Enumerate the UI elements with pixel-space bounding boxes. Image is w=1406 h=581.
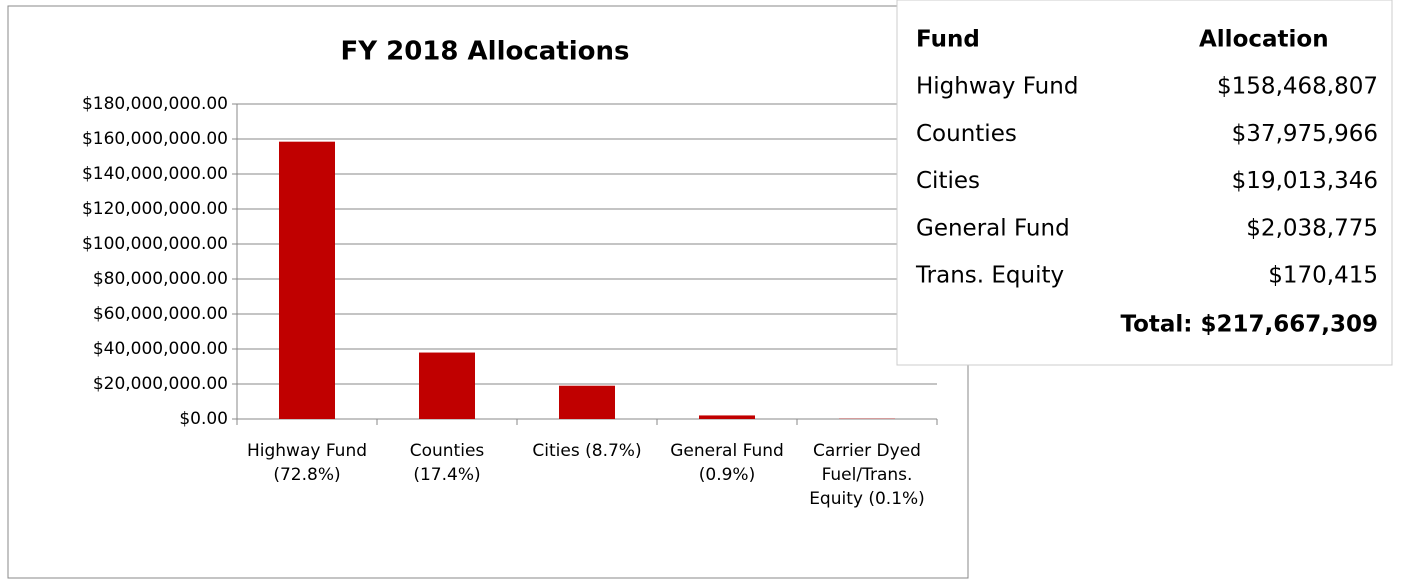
bar (699, 415, 755, 419)
table-header: Allocation (1199, 27, 1329, 53)
table-cell: $2,038,775 (1246, 215, 1378, 241)
x-tick-label: Highway Fund (72.8%) (246, 441, 368, 485)
y-tick-label: $20,000,000.00 (93, 374, 228, 394)
table-cell: $170,415 (1268, 263, 1378, 289)
bar (279, 141, 335, 420)
table-cell: Trans. Equity (915, 263, 1064, 289)
x-tick-label: General Fund (0.9%) (670, 441, 784, 485)
table-cell: General Fund (916, 215, 1070, 241)
table-header: Fund (916, 27, 980, 53)
y-tick-label: $140,000,000.00 (82, 164, 228, 184)
table-cell: Cities (916, 168, 980, 194)
table-cell: $158,468,807 (1217, 74, 1378, 100)
y-tick-label: $100,000,000.00 (82, 234, 228, 254)
table-cell: Highway Fund (916, 74, 1078, 100)
y-tick-label: $180,000,000.00 (82, 94, 228, 114)
chart-title: FY 2018 Allocations (340, 37, 629, 67)
chart-frame (7, 5, 969, 579)
table-total: Total: $217,667,309 (1120, 312, 1378, 338)
table-cell: Counties (916, 121, 1017, 147)
bar (559, 385, 615, 419)
y-tick-label: $80,000,000.00 (93, 269, 228, 289)
table-cell: $19,013,346 (1232, 168, 1378, 194)
y-tick-label: $0.00 (179, 409, 228, 429)
table-cell: $37,975,966 (1232, 121, 1378, 147)
y-tick-label: $160,000,000.00 (82, 129, 228, 149)
x-tick-label: Cities (8.7%) (532, 441, 642, 461)
bar (419, 352, 475, 419)
x-tick-label: Carrier Dyed Fuel/Trans. Equity (0.1%) (809, 441, 925, 509)
table-box (896, 0, 1393, 366)
x-tick-label: Counties (17.4%) (409, 441, 485, 485)
y-tick-label: $40,000,000.00 (93, 339, 228, 359)
y-tick-label: $60,000,000.00 (93, 304, 228, 324)
y-tick-label: $120,000,000.00 (82, 199, 228, 219)
